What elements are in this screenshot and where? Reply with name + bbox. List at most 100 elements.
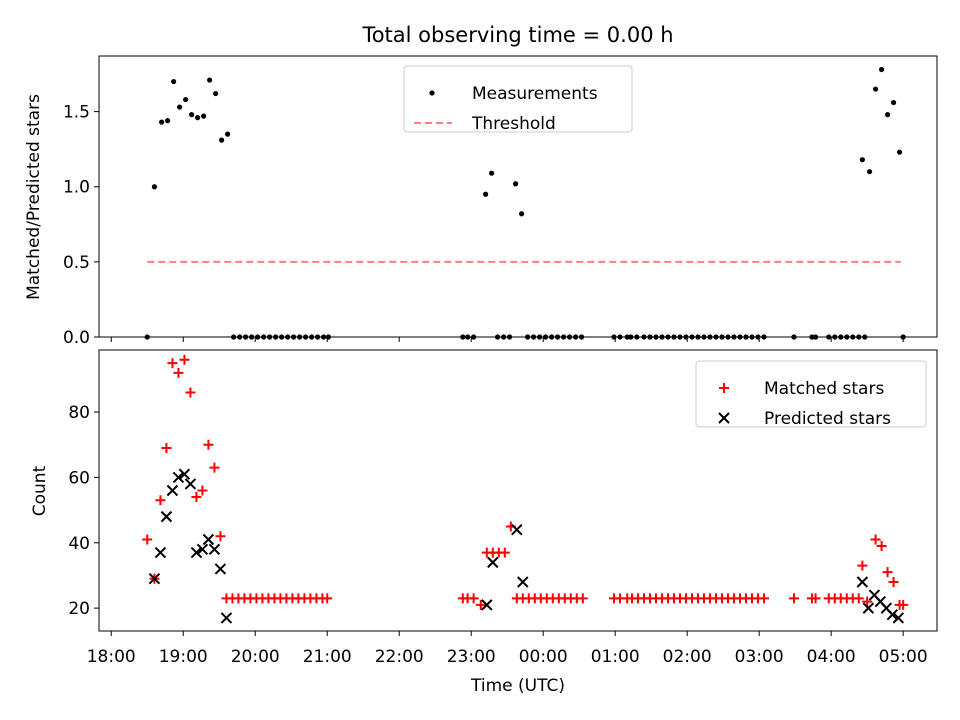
x-tick-label: 01:00 bbox=[591, 647, 640, 667]
measurements-point bbox=[862, 334, 868, 340]
matched-stars-point bbox=[577, 593, 588, 604]
measurements-point bbox=[267, 334, 273, 340]
measurements-point bbox=[890, 99, 897, 106]
measurements-point bbox=[677, 334, 683, 340]
predicted-stars-point bbox=[166, 484, 179, 497]
predicted-stars-point bbox=[154, 546, 167, 559]
measurements-point bbox=[578, 334, 585, 340]
measurements-point bbox=[542, 334, 549, 340]
measurements-legend-label: Measurements bbox=[472, 84, 598, 104]
measurements-point bbox=[279, 334, 285, 340]
measurements-point bbox=[183, 96, 189, 103]
matched-stars-point bbox=[209, 462, 220, 473]
x-tick-label: 22:00 bbox=[375, 647, 424, 667]
matched-stars-point bbox=[155, 495, 166, 506]
measurements-point bbox=[884, 112, 891, 118]
measurements-point bbox=[249, 334, 255, 340]
top-y-axis-label: Matched/Predicted stars bbox=[24, 94, 44, 300]
measurements-point bbox=[501, 334, 507, 340]
measurements-point bbox=[725, 334, 731, 340]
top-y-tick-label: 0.0 bbox=[63, 328, 90, 348]
measurements-point bbox=[243, 334, 249, 340]
measurements-point bbox=[844, 334, 850, 340]
measurements-point bbox=[231, 334, 237, 340]
measurements-point bbox=[518, 211, 525, 217]
x-axis-label: Time (UTC) bbox=[470, 676, 565, 696]
measurements-point bbox=[641, 334, 647, 340]
predicted-stars-point bbox=[208, 543, 221, 556]
matched-stars-point bbox=[167, 358, 178, 369]
predicted-stars-point bbox=[178, 468, 191, 480]
measurements-point bbox=[791, 334, 797, 340]
top-axes-frame bbox=[98, 55, 938, 338]
measurements-point bbox=[285, 334, 291, 340]
predicted-stars-point bbox=[220, 612, 233, 624]
measurements-point bbox=[536, 334, 543, 340]
matched-stars-point bbox=[215, 531, 226, 542]
measurements-point bbox=[850, 334, 856, 340]
matched-stars-point bbox=[468, 593, 479, 604]
measurements-point bbox=[856, 334, 862, 340]
measurements-point bbox=[465, 334, 471, 340]
matched-stars-point bbox=[882, 567, 893, 578]
matched-stars-point bbox=[810, 593, 821, 604]
x-tick-label: 23:00 bbox=[447, 647, 496, 667]
measurements-point bbox=[321, 334, 327, 340]
measurements-point bbox=[177, 104, 183, 110]
x-tick-label: 04:00 bbox=[807, 647, 856, 667]
bottom-legend: Matched stars Predicted stars bbox=[695, 360, 927, 429]
measurements-point bbox=[743, 334, 749, 340]
measurements-point bbox=[225, 131, 231, 137]
measurements-point bbox=[471, 334, 477, 340]
predicted-stars-point bbox=[856, 576, 869, 588]
predicted-stars-point bbox=[202, 533, 215, 546]
measurements-point bbox=[617, 334, 623, 340]
measurements-point bbox=[896, 149, 903, 155]
measurements-point bbox=[213, 90, 219, 97]
measurements-point bbox=[611, 334, 617, 340]
bottom-panel: 20 40 60 80 Matched stars Predicted stars bbox=[68, 349, 938, 636]
measurements-point bbox=[513, 181, 519, 187]
measurements-point bbox=[659, 334, 665, 340]
measurements-point bbox=[483, 191, 489, 197]
x-tick-label: 03:00 bbox=[735, 647, 784, 667]
x-tick-label: 02:00 bbox=[663, 647, 712, 667]
measurements-point bbox=[325, 334, 332, 340]
measurements-point bbox=[460, 334, 466, 340]
matched-stars-point bbox=[142, 534, 153, 545]
top-legend: Measurements Threshold bbox=[403, 65, 633, 134]
measurements-point bbox=[303, 334, 309, 340]
predicted-stars-point bbox=[487, 556, 499, 569]
measurements-point bbox=[872, 86, 879, 92]
predicted-stars-point bbox=[190, 546, 203, 559]
measurements-point bbox=[255, 334, 261, 340]
measurements-point bbox=[261, 334, 267, 340]
measurements-point bbox=[524, 334, 531, 340]
predicted-stars-point bbox=[517, 576, 529, 588]
measurements-point bbox=[900, 334, 906, 340]
measurements-point bbox=[189, 112, 195, 118]
measurements-point bbox=[731, 334, 737, 340]
measurements-point bbox=[755, 334, 761, 340]
top-panel: 0.0 0.5 1.0 1.5 Measurements Threshold bbox=[63, 55, 938, 348]
x-tick-label: 21:00 bbox=[303, 647, 352, 667]
x-tick-label: 19:00 bbox=[159, 647, 208, 667]
measurements-point bbox=[237, 334, 243, 340]
bottom-y-tick-label: 60 bbox=[68, 468, 90, 488]
predicted-stars-point bbox=[481, 599, 493, 611]
bottom-y-axis-label: Count bbox=[30, 465, 50, 516]
measurements-point bbox=[719, 334, 725, 340]
predicted-stars-point bbox=[160, 510, 173, 523]
measurements-point bbox=[201, 113, 207, 119]
measurements-point bbox=[707, 334, 713, 340]
measurements-point bbox=[878, 66, 885, 73]
measurements-point bbox=[826, 334, 832, 340]
x-tick-label: 18:00 bbox=[87, 647, 136, 667]
matched-stars-point bbox=[888, 576, 899, 587]
matched-stars-point bbox=[322, 593, 333, 604]
measurements-point bbox=[195, 115, 201, 121]
top-y-tick-label: 0.5 bbox=[63, 253, 90, 273]
x-tick-label: 20:00 bbox=[231, 647, 280, 667]
matched-stars-point bbox=[862, 596, 873, 607]
measurements-point bbox=[713, 334, 719, 340]
